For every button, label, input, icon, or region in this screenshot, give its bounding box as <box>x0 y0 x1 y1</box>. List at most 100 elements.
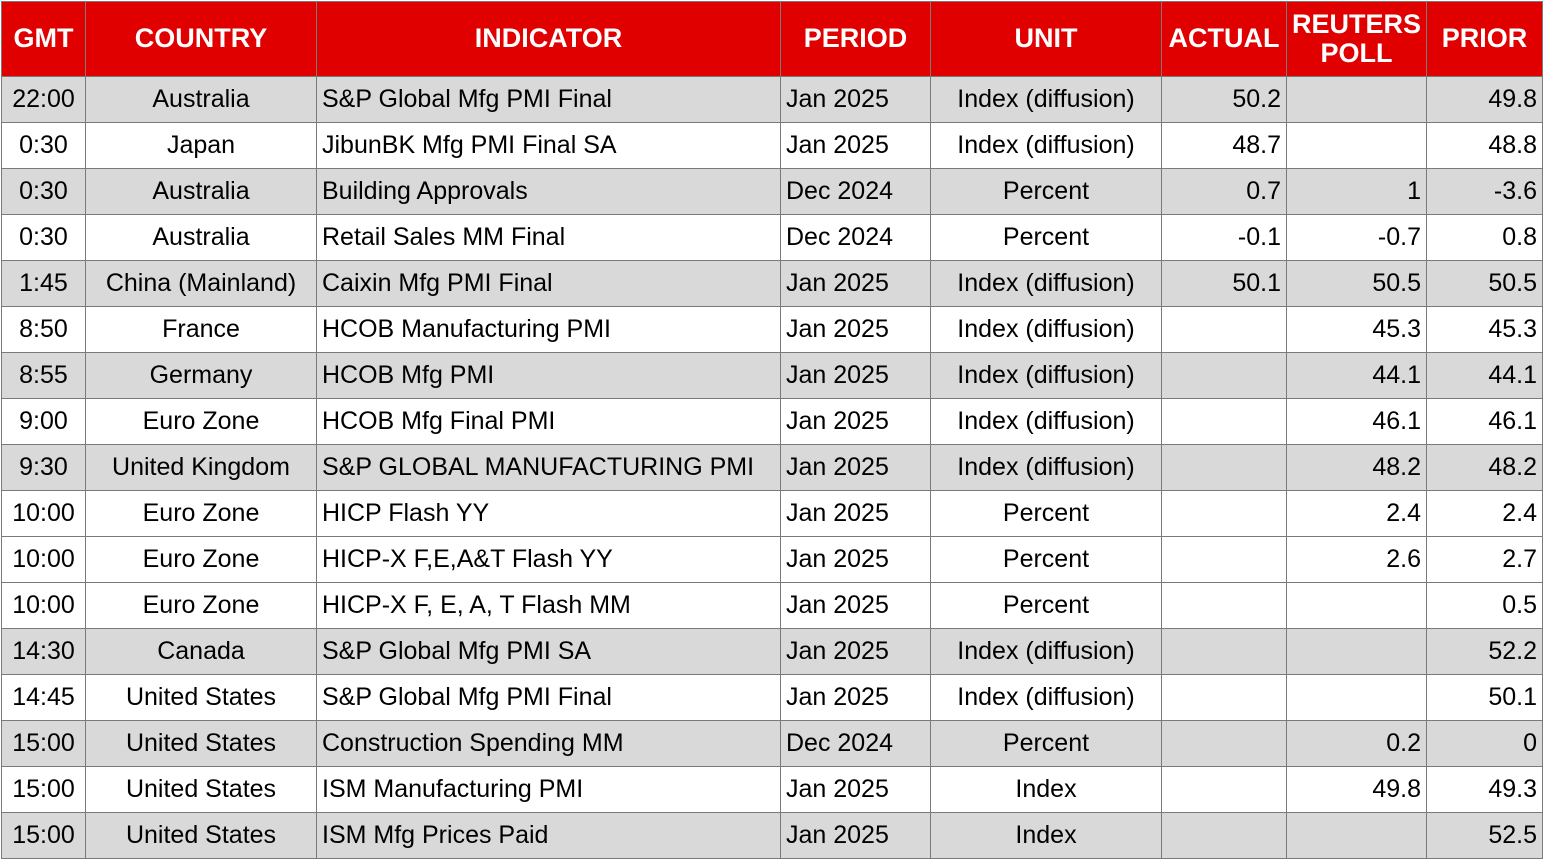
cell-country: France <box>85 306 317 353</box>
cell-country: Australia <box>85 214 317 261</box>
cell-actual <box>1161 352 1287 399</box>
table-row: 15:00 United States Construction Spendin… <box>1 720 1543 767</box>
cell-gmt: 8:50 <box>1 306 86 353</box>
cell-country: United States <box>85 720 317 767</box>
cell-period: Jan 2025 <box>780 76 931 123</box>
cell-prior: 50.1 <box>1426 674 1543 721</box>
cell-actual <box>1161 444 1287 491</box>
cell-period: Jan 2025 <box>780 628 931 675</box>
cell-country: Australia <box>85 76 317 123</box>
table-row: 0:30 Japan JibunBK Mfg PMI Final SA Jan … <box>1 122 1543 169</box>
table-row: 9:30 United Kingdom S&P GLOBAL MANUFACTU… <box>1 444 1543 491</box>
cell-country: Euro Zone <box>85 536 317 583</box>
table-row: 8:55 Germany HCOB Mfg PMI Jan 2025 Index… <box>1 352 1543 399</box>
cell-country: Japan <box>85 122 317 169</box>
table-row: 22:00 Australia S&P Global Mfg PMI Final… <box>1 76 1543 123</box>
cell-actual: 48.7 <box>1161 122 1287 169</box>
cell-period: Jan 2025 <box>780 536 931 583</box>
cell-reuters-poll <box>1286 628 1427 675</box>
cell-reuters-poll: 49.8 <box>1286 766 1427 813</box>
cell-period: Dec 2024 <box>780 720 931 767</box>
cell-indicator: HCOB Mfg Final PMI <box>316 398 781 445</box>
cell-gmt: 9:00 <box>1 398 86 445</box>
cell-reuters-poll: 48.2 <box>1286 444 1427 491</box>
cell-reuters-poll <box>1286 582 1427 629</box>
cell-gmt: 1:45 <box>1 260 86 307</box>
cell-country: United Kingdom <box>85 444 317 491</box>
cell-unit: Index (diffusion) <box>930 352 1162 399</box>
cell-indicator: S&P Global Mfg PMI Final <box>316 674 781 721</box>
cell-indicator: S&P Global Mfg PMI SA <box>316 628 781 675</box>
cell-gmt: 15:00 <box>1 812 86 859</box>
cell-gmt: 15:00 <box>1 766 86 813</box>
cell-indicator: S&P GLOBAL MANUFACTURING PMI <box>316 444 781 491</box>
cell-indicator: Construction Spending MM <box>316 720 781 767</box>
cell-country: Australia <box>85 168 317 215</box>
cell-prior: 52.5 <box>1426 812 1543 859</box>
table-row: 0:30 Australia Building Approvals Dec 20… <box>1 168 1543 215</box>
cell-period: Jan 2025 <box>780 352 931 399</box>
cell-reuters-poll: 46.1 <box>1286 398 1427 445</box>
cell-actual: -0.1 <box>1161 214 1287 261</box>
cell-unit: Index (diffusion) <box>930 260 1162 307</box>
cell-indicator: JibunBK Mfg PMI Final SA <box>316 122 781 169</box>
table-row: 9:00 Euro Zone HCOB Mfg Final PMI Jan 20… <box>1 398 1543 445</box>
cell-country: Euro Zone <box>85 582 317 629</box>
cell-indicator: S&P Global Mfg PMI Final <box>316 76 781 123</box>
header-indicator: INDICATOR <box>316 1 781 77</box>
cell-period: Jan 2025 <box>780 812 931 859</box>
cell-actual: 0.7 <box>1161 168 1287 215</box>
cell-period: Jan 2025 <box>780 582 931 629</box>
cell-gmt: 10:00 <box>1 490 86 537</box>
cell-reuters-poll: -0.7 <box>1286 214 1427 261</box>
cell-prior: 44.1 <box>1426 352 1543 399</box>
cell-reuters-poll: 0.2 <box>1286 720 1427 767</box>
cell-period: Jan 2025 <box>780 260 931 307</box>
table-row: 8:50 France HCOB Manufacturing PMI Jan 2… <box>1 306 1543 353</box>
table-body: 22:00 Australia S&P Global Mfg PMI Final… <box>1 76 1543 859</box>
cell-indicator: ISM Mfg Prices Paid <box>316 812 781 859</box>
cell-gmt: 8:55 <box>1 352 86 399</box>
cell-unit: Percent <box>930 720 1162 767</box>
cell-period: Jan 2025 <box>780 766 931 813</box>
cell-actual <box>1161 582 1287 629</box>
cell-actual <box>1161 306 1287 353</box>
cell-gmt: 0:30 <box>1 168 86 215</box>
cell-gmt: 9:30 <box>1 444 86 491</box>
cell-country: Euro Zone <box>85 398 317 445</box>
cell-indicator: ISM Manufacturing PMI <box>316 766 781 813</box>
cell-country: United States <box>85 674 317 721</box>
cell-prior: 0.5 <box>1426 582 1543 629</box>
header-unit: UNIT <box>930 1 1162 77</box>
header-prior: PRIOR <box>1426 1 1543 77</box>
cell-reuters-poll <box>1286 812 1427 859</box>
header-gmt: GMT <box>1 1 86 77</box>
cell-actual <box>1161 628 1287 675</box>
cell-reuters-poll: 44.1 <box>1286 352 1427 399</box>
cell-actual <box>1161 674 1287 721</box>
cell-prior: 48.2 <box>1426 444 1543 491</box>
header-period: PERIOD <box>780 1 931 77</box>
cell-unit: Index (diffusion) <box>930 122 1162 169</box>
cell-prior: 52.2 <box>1426 628 1543 675</box>
table-row: 1:45 China (Mainland) Caixin Mfg PMI Fin… <box>1 260 1543 307</box>
header-reuters-poll-line2: POLL <box>1320 38 1393 68</box>
cell-unit: Index (diffusion) <box>930 674 1162 721</box>
cell-period: Jan 2025 <box>780 674 931 721</box>
cell-reuters-poll: 1 <box>1286 168 1427 215</box>
cell-unit: Index (diffusion) <box>930 76 1162 123</box>
cell-indicator: Caixin Mfg PMI Final <box>316 260 781 307</box>
cell-prior: -3.6 <box>1426 168 1543 215</box>
cell-period: Jan 2025 <box>780 490 931 537</box>
cell-country: Canada <box>85 628 317 675</box>
cell-reuters-poll: 45.3 <box>1286 306 1427 353</box>
cell-unit: Percent <box>930 490 1162 537</box>
table-row: 15:00 United States ISM Manufacturing PM… <box>1 766 1543 813</box>
cell-reuters-poll: 50.5 <box>1286 260 1427 307</box>
cell-actual <box>1161 812 1287 859</box>
cell-gmt: 15:00 <box>1 720 86 767</box>
header-actual: ACTUAL <box>1161 1 1287 77</box>
table-row: 14:45 United States S&P Global Mfg PMI F… <box>1 674 1543 721</box>
cell-actual <box>1161 490 1287 537</box>
table-row: 10:00 Euro Zone HICP-X F,E,A&T Flash YY … <box>1 536 1543 583</box>
